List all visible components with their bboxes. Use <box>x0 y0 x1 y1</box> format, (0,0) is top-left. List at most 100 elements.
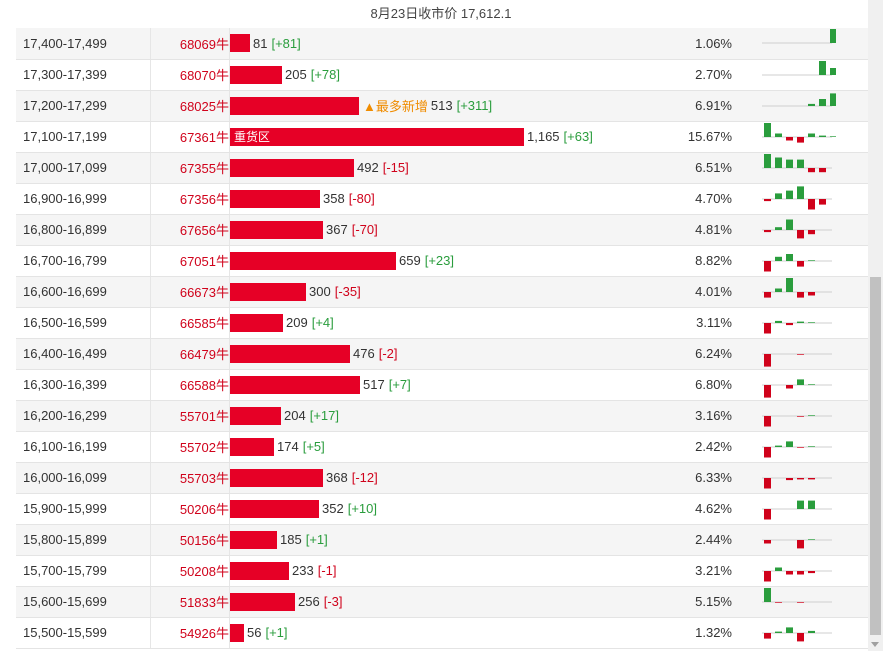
table-row[interactable]: 17,300-17,399 68070牛 205 [+78] 2.70% <box>16 59 869 91</box>
sparkline-bar-up <box>775 631 782 633</box>
table-row[interactable]: 17,200-17,299 68025牛 ▲最多新增 513 [+311] 6.91% <box>16 90 869 122</box>
sparkline-bar-up <box>786 159 793 168</box>
strike-range: 16,800-16,899 <box>16 214 151 246</box>
trend-sparkline <box>762 320 832 333</box>
warrant-code-link[interactable]: 51833牛 <box>150 586 230 618</box>
warrant-code-link[interactable]: 67656牛 <box>150 214 230 246</box>
quantity-change: [+17] <box>309 408 339 423</box>
quantity-count: 476 <box>353 346 375 361</box>
quantity-bar <box>230 344 350 363</box>
table-row[interactable]: 15,900-15,999 50206牛 352 [+10] 4.62% <box>16 493 869 525</box>
warrant-code-link[interactable]: 68025牛 <box>150 90 230 122</box>
warrant-code-link[interactable]: 50156牛 <box>150 524 230 556</box>
sparkline-cell <box>756 400 869 432</box>
table-row[interactable]: 17,000-17,099 67355牛 492 [-15] 6.51% <box>16 152 869 184</box>
table-row[interactable]: 15,800-15,899 50156牛 185 [+1] 2.44% <box>16 524 869 556</box>
sparkline-bar-up <box>775 445 782 447</box>
table-row[interactable]: 16,900-16,999 67356牛 358 [-80] 4.70% <box>16 183 869 215</box>
sparkline-bar-down <box>764 539 771 543</box>
trend-sparkline <box>762 253 832 271</box>
sparkline-bar-down <box>786 570 793 574</box>
sparkline-bar-up <box>786 440 793 447</box>
percentage: 15.67% <box>670 121 756 153</box>
sparkline-bar-up <box>786 253 793 261</box>
warrant-code-link[interactable]: 50206牛 <box>150 493 230 525</box>
table-row[interactable]: 17,400-17,499 68069牛 81 [+81] 1.06% <box>16 28 869 60</box>
quantity-count: 233 <box>292 563 314 578</box>
percentage: 3.21% <box>670 555 756 587</box>
sparkline-bar-down <box>797 136 804 143</box>
scrollbar-thumb[interactable] <box>870 277 881 635</box>
sparkline-bar-down <box>764 415 771 426</box>
table-row[interactable]: 17,100-17,199 67361牛 重货区 1,165 [+63] 15.67% <box>16 121 869 153</box>
strike-range: 17,400-17,499 <box>16 28 151 60</box>
quantity-count: 209 <box>286 315 308 330</box>
warrant-code-link[interactable]: 54926牛 <box>150 617 230 649</box>
strike-range: 16,400-16,499 <box>16 338 151 370</box>
warrant-code-link[interactable]: 67355牛 <box>150 152 230 184</box>
warrant-code-link[interactable]: 55701牛 <box>150 400 230 432</box>
warrant-code-link[interactable]: 67051牛 <box>150 245 230 277</box>
sparkline-cell <box>756 276 869 308</box>
sparkline-cell <box>756 555 869 587</box>
table-row[interactable]: 15,700-15,799 50208牛 233 [-1] 3.21% <box>16 555 869 587</box>
warrant-code-link[interactable]: 66479牛 <box>150 338 230 370</box>
quantity-cell: 367 [-70] <box>229 214 670 246</box>
warrant-code-link[interactable]: 68069牛 <box>150 28 230 60</box>
quantity-count: 368 <box>326 470 348 485</box>
warrant-code-link[interactable]: 55703牛 <box>150 462 230 494</box>
sparkline-bar-down <box>808 570 815 573</box>
warrant-code-link[interactable]: 55702牛 <box>150 431 230 463</box>
table-row[interactable]: 16,100-16,199 55702牛 174 [+5] 2.42% <box>16 431 869 463</box>
strike-range: 16,000-16,099 <box>16 462 151 494</box>
table-row[interactable]: 16,600-16,699 66673牛 300 [-35] 4.01% <box>16 276 869 308</box>
quantity-bar <box>230 623 244 642</box>
table-row[interactable]: 15,600-15,699 51833牛 256 [-3] 5.15% <box>16 586 869 618</box>
percentage: 2.70% <box>670 59 756 91</box>
warrant-code-link[interactable]: 66673牛 <box>150 276 230 308</box>
trend-sparkline <box>762 353 832 367</box>
sparkline-bar-up <box>797 500 804 509</box>
warrant-code-link[interactable]: 50208牛 <box>150 555 230 587</box>
warrant-code-link[interactable]: 67361牛 <box>150 121 230 153</box>
quantity-cell: 209 [+4] <box>229 307 670 339</box>
warrant-code-link[interactable]: 68070牛 <box>150 59 230 91</box>
vertical-scrollbar[interactable] <box>868 0 883 651</box>
sparkline-bar-down <box>764 322 771 333</box>
strike-range: 15,900-15,999 <box>16 493 151 525</box>
quantity-bar <box>230 34 250 53</box>
table-row[interactable]: 16,800-16,899 67656牛 367 [-70] 4.81% <box>16 214 869 246</box>
sparkline-bar-down <box>786 384 793 388</box>
sparkline-cell <box>756 121 869 153</box>
table-row[interactable]: 16,500-16,599 66585牛 209 [+4] 3.11% <box>16 307 869 339</box>
sparkline-bar-up <box>775 288 782 292</box>
scroll-down-arrow-icon[interactable] <box>871 642 879 647</box>
warrant-code-link[interactable]: 66585牛 <box>150 307 230 339</box>
strike-range: 16,300-16,399 <box>16 369 151 401</box>
table-row[interactable]: 16,400-16,499 66479牛 476 [-2] 6.24% <box>16 338 869 370</box>
quantity-count: 204 <box>284 408 306 423</box>
warrant-code-link[interactable]: 66588牛 <box>150 369 230 401</box>
trend-sparkline <box>762 500 832 519</box>
quantity-cell: 358 [-80] <box>229 183 670 215</box>
warrant-code-link[interactable]: 67356牛 <box>150 183 230 215</box>
sparkline-cell <box>756 524 869 556</box>
sparkline-bar-down <box>797 446 804 448</box>
sparkline-cell <box>756 245 869 277</box>
sparkline-bar-up <box>786 219 793 230</box>
table-row[interactable]: 16,300-16,399 66588牛 517 [+7] 6.80% <box>16 369 869 401</box>
trend-sparkline <box>762 538 832 548</box>
table-row[interactable]: 16,200-16,299 55701牛 204 [+17] 3.16% <box>16 400 869 432</box>
sparkline-bar-down <box>808 291 815 295</box>
quantity-count: 358 <box>323 191 345 206</box>
table-row[interactable]: 16,000-16,099 55703牛 368 [-12] 6.33% <box>16 462 869 494</box>
percentage: 8.82% <box>670 245 756 277</box>
table-row[interactable]: 15,500-15,599 54926牛 56 [+1] 1.32% <box>16 617 869 649</box>
quantity-bar <box>230 313 283 332</box>
percentage: 2.44% <box>670 524 756 556</box>
sparkline-bar-down <box>808 229 815 234</box>
quantity-bar <box>230 375 360 394</box>
sparkline-bar-up <box>775 226 782 230</box>
sparkline-cell <box>756 90 869 122</box>
table-row[interactable]: 16,700-16,799 67051牛 659 [+23] 8.82% <box>16 245 869 277</box>
